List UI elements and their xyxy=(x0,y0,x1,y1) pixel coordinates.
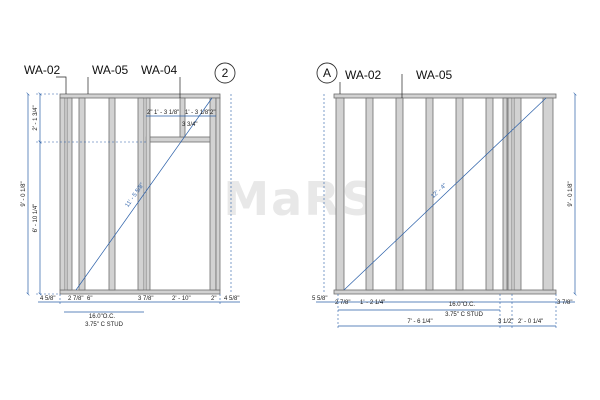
bottom-dim-1: 2 7/8" xyxy=(335,300,350,306)
right-height-label: 9' - 0 1/8" xyxy=(568,181,574,206)
header-thickness-label: 3 3/4" xyxy=(182,122,197,128)
stud xyxy=(425,97,434,291)
stud xyxy=(507,97,513,291)
top-dim-1: 2" xyxy=(147,110,152,116)
stud-label: 3.75" C STUD xyxy=(445,312,483,318)
left-bottom-dimensions: 4 5/8" 2 7/8" 6" 3 7/8" 2' - 10" 2" 4 5/… xyxy=(38,294,240,328)
bottom-dim-2: 1' - 2 1/4" xyxy=(360,300,385,306)
stud xyxy=(485,97,494,291)
watermark: MaRS xyxy=(223,172,376,226)
height-total-label: 9' - 0 1/8" xyxy=(21,181,27,206)
spacing-label: 16.0"O.C. xyxy=(449,302,475,308)
stud xyxy=(455,97,464,291)
top-dim-2: 1' - 3 1/8" xyxy=(154,110,179,116)
section-marker-circle xyxy=(214,62,236,84)
right-vertical-dimensions: 9' - 0 1/8" xyxy=(323,94,575,294)
top-dim-3: 1' - 3 1/8" xyxy=(185,110,210,116)
left-edge-dim: 5 5/8" xyxy=(312,296,327,302)
stud xyxy=(502,97,508,291)
stud-label: 3.75" C STUD xyxy=(85,322,123,328)
left-opening-dimensions: 2" 1' - 3 1/8" 1' - 3 1/8" 2" 3 3/4" xyxy=(146,110,216,128)
bottom-dim-7: 4 5/8" xyxy=(224,296,239,302)
stud xyxy=(78,97,86,291)
stud xyxy=(365,97,374,291)
stud xyxy=(395,97,404,291)
bottom-dim-6: 2" xyxy=(211,296,216,302)
section-marker-label: 2 xyxy=(222,66,229,80)
overall-dim-1: 7' - 6 1/4" xyxy=(407,319,432,325)
bottom-dim-3: 6" xyxy=(87,296,92,302)
stud xyxy=(59,97,66,291)
section-marker-label: A xyxy=(323,66,331,80)
bottom-dim-5: 2' - 10" xyxy=(172,296,191,302)
stud xyxy=(335,97,345,291)
stud xyxy=(542,97,554,291)
stud xyxy=(145,97,151,291)
bottom-dim-4: 3 7/8" xyxy=(138,296,153,302)
bottom-dim-3: 3 7/8" xyxy=(557,300,572,306)
right-wall-elevation: 12' - 4" xyxy=(333,93,557,295)
bottom-dim-1: 4 5/8" xyxy=(40,296,55,302)
tag-wa-04: WA-04 xyxy=(141,63,178,77)
diagonal-dimension-line xyxy=(343,97,547,291)
overall-dim-3: 2' - 0 1/4" xyxy=(518,319,543,325)
stud xyxy=(513,97,522,291)
height-lower-label: 6' - 10 1/4" xyxy=(33,204,39,233)
stud xyxy=(108,97,116,291)
overall-dim-2: 3 1/2" xyxy=(498,319,513,325)
bottom-plate xyxy=(333,289,557,295)
height-upper-label: 2' - 1 3/4" xyxy=(33,105,39,130)
top-plate xyxy=(333,93,557,99)
bottom-dim-2: 2 7/8" xyxy=(68,296,83,302)
top-plate xyxy=(59,93,221,99)
right-tags: A WA-02 WA-05 xyxy=(316,62,453,98)
left-tags: WA-02 WA-05 WA-04 2 xyxy=(24,62,236,98)
stud xyxy=(215,97,221,291)
diagonal-dimension-line xyxy=(75,97,213,291)
left-vertical-dimensions: 9' - 0 1/8" 2' - 1 3/4" 6' - 10 1/4" xyxy=(21,94,232,294)
bottom-plate xyxy=(59,289,221,295)
tag-wa-05: WA-05 xyxy=(92,63,129,77)
tag-wa-02: WA-02 xyxy=(345,68,382,82)
left-wall-elevation: 11' - 5 5/8" xyxy=(36,93,221,295)
section-marker-circle xyxy=(316,62,338,84)
spacing-label: 16.0"O.C. xyxy=(89,314,115,320)
tag-wa-02: WA-02 xyxy=(24,63,61,77)
top-dim-4: 2" xyxy=(210,110,215,116)
cripple-stud xyxy=(179,97,186,138)
stud xyxy=(209,97,217,291)
right-bottom-dimensions: 5 5/8" 2 7/8" 1' - 2 1/4" 3 7/8" 16.0"O.… xyxy=(312,294,575,330)
tag-wa-05: WA-05 xyxy=(416,68,453,82)
stud xyxy=(66,97,73,291)
